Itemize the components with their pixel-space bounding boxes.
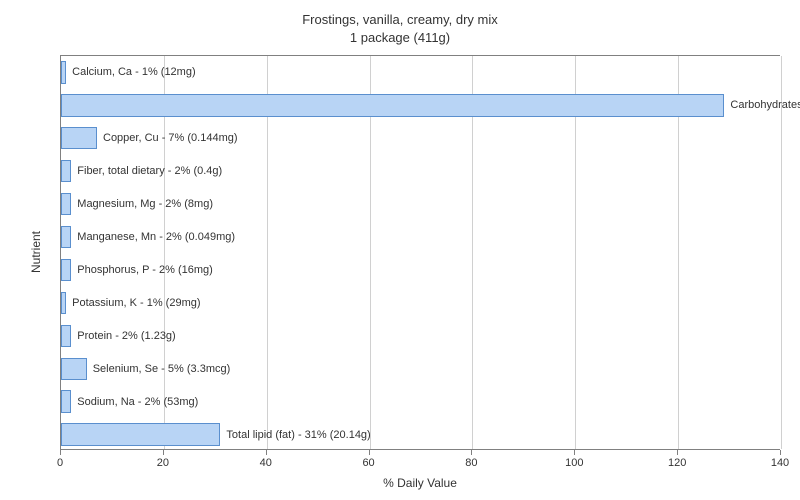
x-tick-label: 60 [362, 457, 374, 469]
bar [61, 94, 724, 116]
x-tick-mark [266, 450, 267, 455]
bar-row: Total lipid (fat) - 31% (20.14g) [61, 423, 371, 445]
bar-row: Protein - 2% (1.23g) [61, 325, 176, 347]
x-axis-label: % Daily Value [60, 476, 780, 490]
x-tick-label: 20 [157, 457, 169, 469]
x-tick-label: 120 [668, 457, 686, 469]
x-tick-mark [369, 450, 370, 455]
bar-label: Manganese, Mn - 2% (0.049mg) [77, 231, 235, 243]
bar [61, 193, 71, 215]
bar-label: Protein - 2% (1.23g) [77, 330, 175, 342]
bar [61, 390, 71, 412]
plot-area: Calcium, Ca - 1% (12mg)Carbohydrates - 1… [60, 55, 780, 450]
bar-row: Phosphorus, P - 2% (16mg) [61, 259, 213, 281]
bar-row: Calcium, Ca - 1% (12mg) [61, 61, 196, 83]
bar-row: Selenium, Se - 5% (3.3mcg) [61, 358, 230, 380]
x-tick-mark [677, 450, 678, 455]
x-tick-mark [471, 450, 472, 455]
x-tick-label: 40 [260, 457, 272, 469]
bar [61, 358, 87, 380]
x-tick-label: 140 [771, 457, 789, 469]
bar [61, 423, 220, 445]
nutrient-chart: Frostings, vanilla, creamy, dry mix 1 pa… [0, 0, 800, 500]
bar-label: Carbohydrates - 129% (385.52g) [730, 99, 800, 111]
bar-row: Copper, Cu - 7% (0.144mg) [61, 127, 238, 149]
x-tick-label: 0 [57, 457, 63, 469]
bar-label: Calcium, Ca - 1% (12mg) [72, 66, 195, 78]
bar [61, 127, 97, 149]
x-tick-mark [780, 450, 781, 455]
x-tick-label: 80 [465, 457, 477, 469]
bar-label: Magnesium, Mg - 2% (8mg) [77, 198, 213, 210]
bar-label: Total lipid (fat) - 31% (20.14g) [226, 429, 370, 441]
x-tick-mark [163, 450, 164, 455]
bar-row: Carbohydrates - 129% (385.52g) [61, 94, 800, 116]
bar-row: Magnesium, Mg - 2% (8mg) [61, 193, 213, 215]
bar [61, 259, 71, 281]
chart-title-line1: Frostings, vanilla, creamy, dry mix [0, 12, 800, 27]
bar-label: Phosphorus, P - 2% (16mg) [77, 264, 213, 276]
bar-row: Manganese, Mn - 2% (0.049mg) [61, 226, 235, 248]
bar-row: Sodium, Na - 2% (53mg) [61, 390, 198, 412]
bar [61, 226, 71, 248]
y-axis-label: Nutrient [29, 230, 43, 272]
bar-row: Potassium, K - 1% (29mg) [61, 292, 201, 314]
bar-label: Selenium, Se - 5% (3.3mcg) [93, 363, 231, 375]
bar-label: Potassium, K - 1% (29mg) [72, 297, 200, 309]
bar-label: Copper, Cu - 7% (0.144mg) [103, 132, 238, 144]
bar-row: Fiber, total dietary - 2% (0.4g) [61, 160, 222, 182]
bar-label: Fiber, total dietary - 2% (0.4g) [77, 165, 222, 177]
bar [61, 61, 66, 83]
bar [61, 160, 71, 182]
bar [61, 325, 71, 347]
x-tick-label: 100 [565, 457, 583, 469]
x-tick-mark [60, 450, 61, 455]
bar [61, 292, 66, 314]
bar-label: Sodium, Na - 2% (53mg) [77, 396, 198, 408]
x-tick-mark [574, 450, 575, 455]
chart-title-line2: 1 package (411g) [0, 30, 800, 45]
